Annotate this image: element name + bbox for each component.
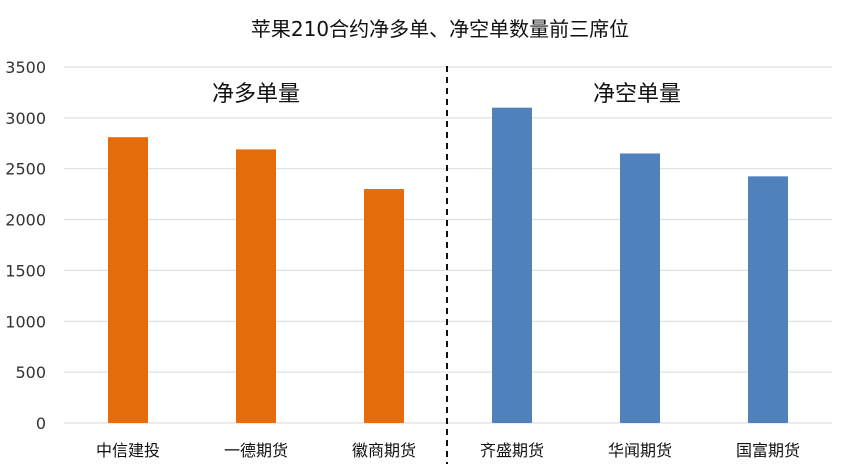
y-tick-label: 500	[15, 363, 46, 382]
y-tick-label: 1000	[5, 312, 46, 331]
group-label-net-long: 净多单量	[212, 82, 300, 107]
y-tick-label: 2000	[5, 211, 46, 230]
bars	[108, 107, 788, 424]
y-tick-label: 3500	[5, 58, 46, 77]
bar-5	[748, 176, 788, 423]
y-tick-label: 1500	[5, 261, 46, 280]
x-axis: 中信建投 一德期货 徽商期货 齐盛期货 华闻期货 国富期货	[96, 441, 800, 460]
x-category-label: 中信建投	[96, 441, 160, 460]
group-label-net-short: 净空单量	[593, 82, 681, 107]
y-tick-label: 2500	[5, 160, 46, 179]
bar-3	[492, 107, 532, 423]
bar-0	[108, 137, 148, 423]
x-category-label: 一德期货	[224, 441, 288, 460]
x-category-label: 华闻期货	[608, 441, 672, 460]
x-category-label: 徽商期货	[352, 441, 416, 460]
y-tick-label: 3000	[5, 109, 46, 128]
bar-4	[620, 153, 660, 423]
bar-2	[364, 189, 404, 423]
x-category-label: 齐盛期货	[480, 441, 544, 460]
y-tick-label: 0	[36, 414, 46, 433]
chart-title: 苹果210合约净多单、净空单数量前三席位	[251, 17, 629, 41]
y-axis: 0 500 1000 1500 2000 2500 3000 3500	[5, 58, 46, 433]
x-category-label: 国富期货	[736, 441, 800, 460]
bar-1	[236, 149, 276, 424]
